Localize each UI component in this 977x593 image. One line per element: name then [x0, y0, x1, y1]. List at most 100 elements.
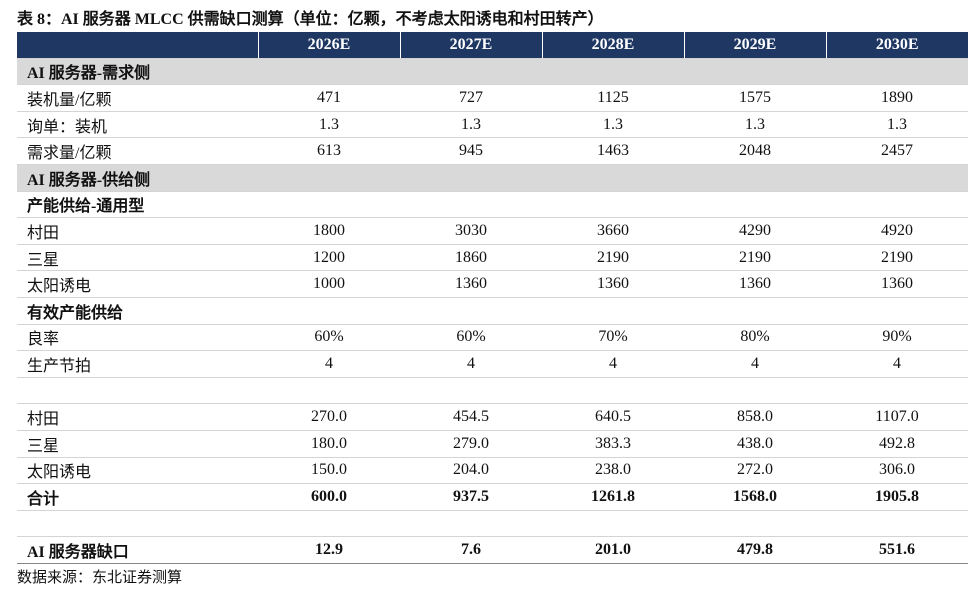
value-cell: 4: [400, 350, 542, 378]
empty-cell: [258, 191, 400, 219]
table-row: 三星 180.0 279.0 383.3 438.0 492.8: [17, 430, 968, 458]
value-cell: 2457: [826, 137, 968, 165]
value-cell: 4: [826, 350, 968, 378]
value-cell: 204.0: [400, 457, 542, 485]
row-label: AI 服务器缺口: [17, 536, 258, 564]
empty-cell: [542, 58, 684, 86]
value-cell: 1568.0: [684, 483, 826, 511]
row-label: 合计: [17, 483, 258, 511]
row-label: 产能供给-通用型: [17, 191, 258, 219]
value-cell: 640.5: [542, 403, 684, 431]
value-cell: 1360: [400, 270, 542, 298]
empty-cell: [400, 164, 542, 192]
empty-cell: [684, 58, 826, 86]
value-cell: 60%: [258, 324, 400, 352]
table-row: 产能供给-通用型: [17, 191, 968, 219]
value-cell: 1890: [826, 84, 968, 112]
value-cell: 279.0: [400, 430, 542, 458]
value-cell: 1.3: [400, 111, 542, 139]
column-header: 2027E: [399, 32, 542, 59]
column-header: 2029E: [683, 32, 826, 59]
empty-cell: [258, 297, 400, 325]
spacer-row: [17, 377, 968, 405]
value-cell: 492.8: [826, 430, 968, 458]
column-header: 2028E: [541, 32, 684, 59]
value-cell: 80%: [684, 324, 826, 352]
table-row: AI 服务器-供给侧: [17, 164, 968, 192]
value-cell: 438.0: [684, 430, 826, 458]
row-label: 太阳诱电: [17, 457, 258, 485]
value-cell: 4: [684, 350, 826, 378]
value-cell: 613: [258, 137, 400, 165]
empty-cell: [400, 191, 542, 219]
row-label: 需求量/亿颗: [17, 137, 258, 165]
value-cell: 4290: [684, 217, 826, 245]
value-cell: 272.0: [684, 457, 826, 485]
value-cell: 1.3: [826, 111, 968, 139]
value-cell: 4: [542, 350, 684, 378]
value-cell: 90%: [826, 324, 968, 352]
row-label: 询单：装机: [17, 111, 258, 139]
table-row: AI 服务器-需求侧: [17, 58, 968, 86]
value-cell: 2048: [684, 137, 826, 165]
value-cell: 727: [400, 84, 542, 112]
value-cell: 4920: [826, 217, 968, 245]
value-cell: 150.0: [258, 457, 400, 485]
empty-cell: [684, 510, 826, 538]
empty-cell: [826, 191, 968, 219]
value-cell: 600.0: [258, 483, 400, 511]
value-cell: 7.6: [400, 536, 542, 564]
empty-cell: [684, 164, 826, 192]
table-row: 村田 270.0 454.5 640.5 858.0 1107.0: [17, 403, 968, 431]
value-cell: 1905.8: [826, 483, 968, 511]
value-cell: 1.3: [542, 111, 684, 139]
empty-cell: [17, 510, 258, 538]
row-label: 村田: [17, 217, 258, 245]
spacer-row: [17, 510, 968, 538]
row-label: AI 服务器-需求侧: [17, 58, 258, 86]
value-cell: 201.0: [542, 536, 684, 564]
table-row: 村田 1800 3030 3660 4290 4920: [17, 217, 968, 245]
value-cell: 270.0: [258, 403, 400, 431]
empty-cell: [542, 164, 684, 192]
header-row: 2026E 2027E 2028E 2029E 2030E: [17, 32, 968, 59]
empty-cell: [542, 191, 684, 219]
value-cell: 383.3: [542, 430, 684, 458]
empty-cell: [17, 377, 258, 405]
value-cell: 3030: [400, 217, 542, 245]
empty-cell: [684, 297, 826, 325]
value-cell: 1200: [258, 244, 400, 272]
row-label: 村田: [17, 403, 258, 431]
empty-cell: [400, 510, 542, 538]
empty-cell: [400, 377, 542, 405]
value-cell: 2190: [542, 244, 684, 272]
value-cell: 1575: [684, 84, 826, 112]
value-cell: 180.0: [258, 430, 400, 458]
value-cell: 1800: [258, 217, 400, 245]
row-label: 装机量/亿颗: [17, 84, 258, 112]
column-header: 2026E: [257, 32, 400, 59]
table-row: 良率 60% 60% 70% 80% 90%: [17, 324, 968, 352]
value-cell: 471: [258, 84, 400, 112]
table-row: 生产节拍 4 4 4 4 4: [17, 350, 968, 378]
row-label: 三星: [17, 244, 258, 272]
empty-cell: [826, 58, 968, 86]
value-cell: 238.0: [542, 457, 684, 485]
value-cell: 1360: [684, 270, 826, 298]
value-cell: 306.0: [826, 457, 968, 485]
value-cell: 60%: [400, 324, 542, 352]
table-row: 太阳诱电 150.0 204.0 238.0 272.0 306.0: [17, 457, 968, 485]
empty-cell: [258, 58, 400, 86]
empty-cell: [826, 297, 968, 325]
table-row: 太阳诱电 1000 1360 1360 1360 1360: [17, 270, 968, 298]
row-label: 良率: [17, 324, 258, 352]
empty-cell: [258, 377, 400, 405]
table-row: 合计 600.0 937.5 1261.8 1568.0 1905.8: [17, 483, 968, 511]
empty-cell: [542, 377, 684, 405]
value-cell: 1125: [542, 84, 684, 112]
value-cell: 1360: [542, 270, 684, 298]
value-cell: 12.9: [258, 536, 400, 564]
table-row: 有效产能供给: [17, 297, 968, 325]
value-cell: 4: [258, 350, 400, 378]
table-title: 表 8：AI 服务器 MLCC 供需缺口测算（单位：亿颗，不考虑太阳诱电和村田转…: [17, 11, 604, 28]
